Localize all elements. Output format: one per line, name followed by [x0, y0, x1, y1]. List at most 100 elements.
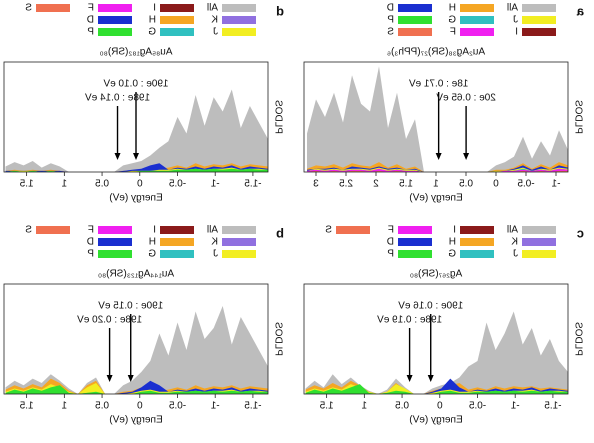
legend-swatch [160, 250, 194, 258]
pldos-area [307, 66, 568, 172]
legend-label: G [148, 27, 156, 38]
legend-label: All [207, 3, 218, 14]
x-tick-label: -1.5 [244, 401, 262, 412]
legend-label: H [449, 3, 456, 14]
legend-label: S [25, 225, 32, 236]
arrow-head [435, 153, 442, 160]
arrow-head [133, 153, 139, 160]
legend-label: G [148, 249, 156, 260]
pldos-area [5, 385, 268, 394]
x-tick-label: 0.5 [95, 179, 109, 190]
panel-label: d [276, 3, 284, 18]
legend-label: K [211, 15, 218, 26]
arrow-head [106, 375, 113, 382]
legend-swatch [460, 16, 494, 24]
panel-title: Ag₂₆₇(SR)₈₀ [410, 269, 462, 280]
legend-label: F [388, 225, 394, 236]
legend-swatch [98, 250, 132, 258]
legend-label: P [387, 249, 394, 260]
legend-label: P [87, 249, 94, 260]
x-tick-label: -1.5 [244, 179, 262, 190]
legend-swatch [522, 250, 556, 258]
legend-label: F [88, 225, 94, 236]
legend-label: I [153, 225, 156, 236]
annotation: 190e : 0.16 eV [398, 301, 463, 312]
arrow-head [406, 375, 413, 382]
annotation: 198e : 0.20 eV [77, 315, 142, 326]
legend-label: P [87, 27, 94, 38]
legend-swatch [222, 250, 256, 258]
x-tick-label: 1.5 [19, 401, 33, 412]
legend-swatch [460, 4, 494, 12]
legend-label: F [450, 27, 456, 38]
x-tick-label: 2.5 [339, 179, 353, 190]
legend-label: D [87, 237, 94, 248]
legend-swatch [460, 250, 494, 258]
x-tick-label: 0.5 [459, 179, 473, 190]
legend-swatch [222, 226, 256, 234]
legend-label: J [513, 249, 518, 260]
x-tick-label: 0 [493, 179, 499, 190]
legend-swatch [398, 250, 432, 258]
x-tick-label: -1 [510, 401, 519, 412]
legend-label: J [513, 15, 518, 26]
legend-swatch [398, 16, 432, 24]
annotation: 198e : 0.14 eV [85, 93, 150, 104]
legend-swatch [160, 238, 194, 246]
legend-swatch [398, 4, 432, 12]
x-tick-label: 1 [361, 401, 367, 412]
x-tick-label: 1 [433, 179, 439, 190]
x-axis-label: Energy (eV) [409, 415, 462, 426]
pldos-area [5, 380, 268, 394]
y-axis-label: PLDOS [272, 100, 283, 134]
legend-swatch [522, 28, 556, 36]
panel-title: Au₈₅Ag₁₈₂(SR)₈₀ [100, 47, 173, 58]
legend-label: J [213, 27, 218, 38]
x-tick-label: 1 [61, 179, 67, 190]
arrow-head [114, 153, 121, 160]
legend-swatch [160, 4, 194, 12]
annotation: 190e : 0.10 eV [103, 79, 168, 90]
pldos-area [305, 384, 568, 394]
legend-label: H [449, 237, 456, 248]
legend-label: S [325, 225, 332, 236]
legend-swatch [522, 16, 556, 24]
legend-swatch [222, 16, 256, 24]
legend-swatch [336, 226, 370, 234]
x-tick-label: 0 [137, 401, 143, 412]
x-axis-label: Energy (eV) [109, 415, 162, 426]
x-tick-label: 1.5 [399, 179, 413, 190]
legend-label: P [387, 15, 394, 26]
legend-swatch [460, 226, 494, 234]
x-tick-label: 0.5 [395, 401, 409, 412]
panel-title: Au₁₄₄Ag₁₂₃(SR)₈₀ [98, 269, 174, 280]
pldos-area [5, 168, 268, 172]
legend-label: K [211, 237, 218, 248]
legend-swatch [460, 28, 494, 36]
legend-swatch [98, 238, 132, 246]
annotation: 18e : 0.71 eV [409, 79, 469, 90]
panel-label: b [276, 225, 284, 240]
legend-swatch [36, 4, 70, 12]
legend-label: D [387, 3, 394, 14]
legend-label: All [507, 225, 518, 236]
x-tick-label: 3 [313, 179, 319, 190]
legend-swatch [98, 4, 132, 12]
legend-swatch [160, 28, 194, 36]
x-tick-label: 2 [373, 179, 379, 190]
annotation: 198e : 0.19 eV [377, 315, 442, 326]
plot-frame [303, 283, 569, 395]
panel-label: c [577, 225, 584, 240]
x-tick-label: -0.5 [168, 401, 186, 412]
legend-swatch [460, 238, 494, 246]
legend-label: All [507, 3, 518, 14]
pldos-area [5, 378, 268, 394]
legend-swatch [522, 226, 556, 234]
pldos-area [5, 306, 268, 394]
plot-frame [3, 283, 269, 395]
legend-label: All [207, 225, 218, 236]
x-tick-label: 0 [437, 401, 443, 412]
legend-swatch [222, 4, 256, 12]
x-tick-label: -1 [210, 179, 219, 190]
